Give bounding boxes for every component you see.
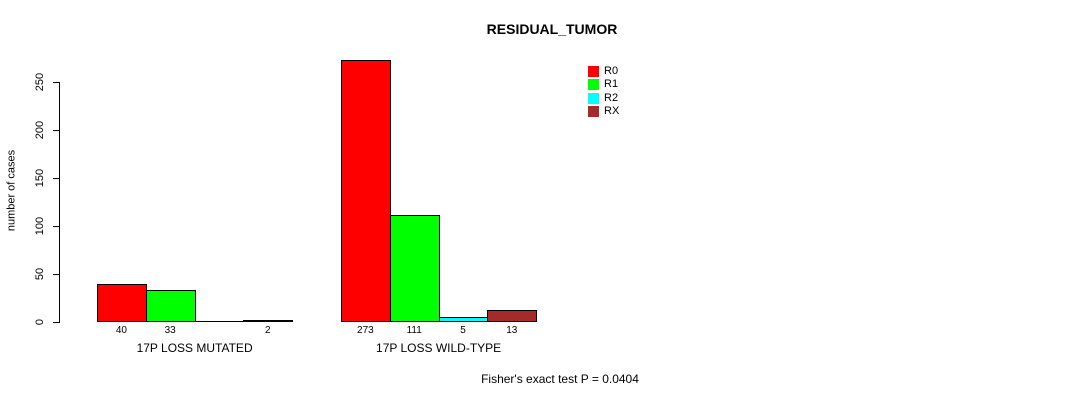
- bar-value-label: 33: [164, 325, 176, 336]
- legend-swatch: [588, 92, 599, 104]
- bar-value-label: 13: [506, 325, 518, 336]
- legend-label: R0: [604, 65, 619, 77]
- bar-value-label: 5: [460, 325, 466, 336]
- bar-value-label: 111: [406, 325, 422, 336]
- y-axis-label: number of cases: [5, 149, 18, 232]
- bar-value-label: 40: [115, 325, 127, 336]
- y-tick-label: 250: [34, 72, 46, 92]
- y-tick: [53, 178, 60, 179]
- legend-swatch: [588, 106, 599, 118]
- bar-R2-0: [194, 321, 245, 322]
- stat-annotation: Fisher's exact test P = 0.0404: [481, 372, 639, 386]
- bar-RX-0: [243, 320, 294, 323]
- y-tick: [53, 226, 60, 227]
- y-axis-line: [59, 82, 60, 323]
- category-label: 17P LOSS MUTATED: [136, 341, 253, 355]
- bar-R1-0: [145, 290, 196, 322]
- y-tick: [53, 274, 60, 275]
- legend-swatch: [588, 79, 599, 91]
- bar-R2-1: [438, 317, 489, 322]
- bar-R0-1: [341, 59, 391, 322]
- bar-RX-1: [487, 309, 538, 322]
- bar-value-label: 273: [357, 325, 374, 336]
- legend-swatch: [588, 66, 599, 77]
- legend-label: R2: [604, 91, 619, 104]
- bar-R1-1: [389, 215, 440, 322]
- legend-label: RX: [604, 105, 620, 118]
- bar-value-label: 2: [265, 325, 271, 336]
- y-tick: [53, 130, 60, 131]
- category-label: 17P LOSS WILD-TYPE: [376, 341, 502, 355]
- y-tick: [53, 82, 60, 83]
- y-tick: [53, 322, 60, 323]
- chart-title: RESIDUAL_TUMOR: [486, 21, 618, 37]
- legend-label: R1: [604, 78, 619, 91]
- bar-R0-0: [97, 283, 147, 322]
